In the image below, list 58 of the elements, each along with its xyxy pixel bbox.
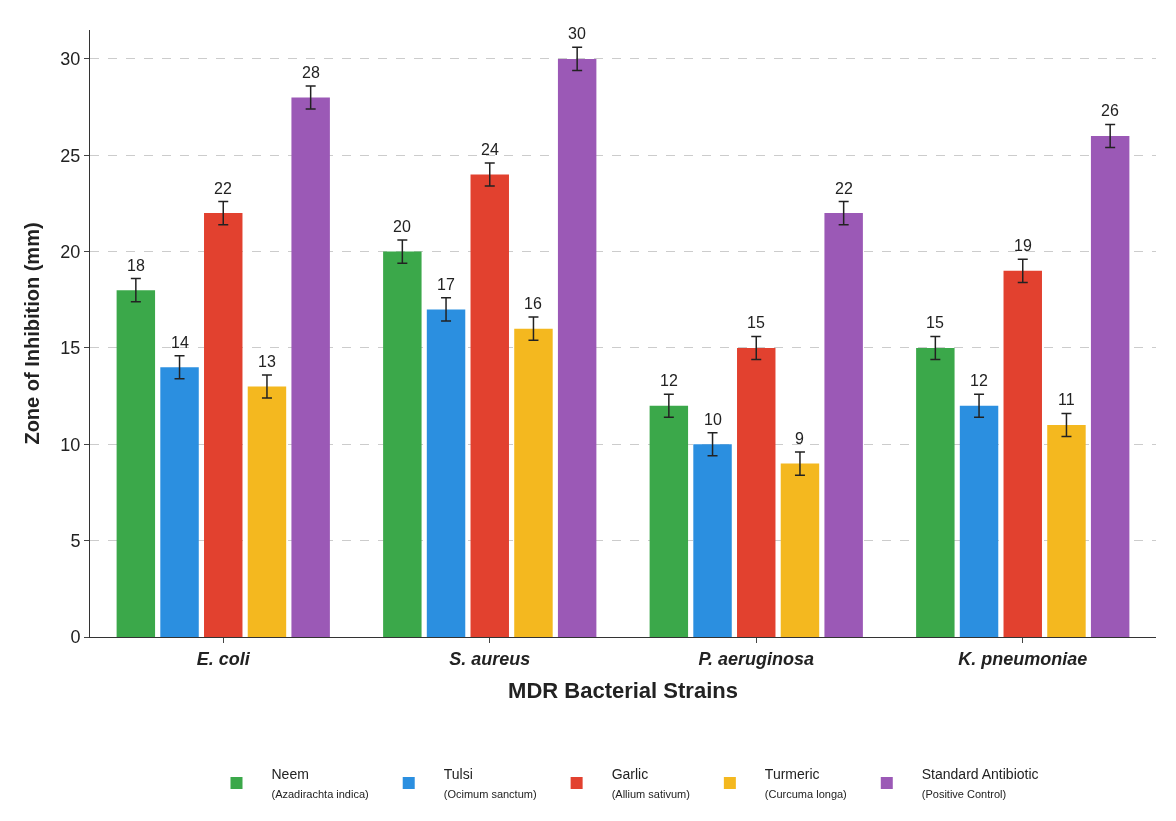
bar <box>959 405 999 637</box>
data-label: 15 <box>747 314 765 331</box>
x-tick-label: E. coli <box>196 648 251 669</box>
data-label: 22 <box>214 180 232 197</box>
bar <box>514 328 553 637</box>
data-label: 22 <box>835 180 853 197</box>
y-tick-label: 5 <box>70 530 81 551</box>
data-label: 30 <box>568 25 586 42</box>
legend-label: Garlic (Allium sativum) <box>611 766 690 800</box>
bar <box>1003 270 1042 637</box>
bar <box>780 463 820 637</box>
data-label: 14 <box>171 334 189 351</box>
data-label: 16 <box>524 295 542 312</box>
data-label: 28 <box>302 64 320 81</box>
bar <box>649 405 689 637</box>
y-tick-label: 25 <box>60 145 81 166</box>
bar <box>557 58 597 637</box>
y-tick-label: 0 <box>70 627 81 648</box>
y-tick-label: 15 <box>60 338 81 359</box>
legend-label: Standard Antibiotic (Positive Control) <box>921 766 1039 800</box>
data-label: 15 <box>926 314 944 331</box>
bar <box>737 347 776 637</box>
x-tick-label: K. pneumoniae <box>958 648 1088 669</box>
bar <box>916 347 955 637</box>
bar <box>383 251 422 637</box>
bar <box>693 444 732 637</box>
bar <box>291 97 330 637</box>
data-label: 18 <box>127 257 145 274</box>
bar <box>1047 425 1086 637</box>
bar <box>160 367 199 637</box>
legend-label: Neem (Azadirachta indica) <box>271 766 369 800</box>
data-label: 9 <box>795 430 804 447</box>
data-label: 12 <box>660 372 678 389</box>
legend-label: Tulsi (Ocimum sanctum) <box>443 766 537 800</box>
x-tick-label: P. aeruginosa <box>698 648 815 669</box>
legend-label: Turmeric (Curcuma longa) <box>764 766 847 800</box>
bar <box>1090 135 1130 637</box>
bar <box>426 309 466 637</box>
data-label: 12 <box>970 372 988 389</box>
bar <box>204 213 243 637</box>
x-tick-label: S. aureus <box>449 648 531 669</box>
data-label: 17 <box>437 276 455 293</box>
data-label: 24 <box>481 141 499 158</box>
y-tick-label: 20 <box>60 241 81 262</box>
data-label: 13 <box>258 353 276 370</box>
data-label: 26 <box>1101 102 1119 119</box>
y-tick-label: 30 <box>60 49 81 70</box>
bar <box>247 386 287 637</box>
data-label: 10 <box>704 411 722 428</box>
bar <box>824 213 863 637</box>
y-tick-label: 10 <box>60 434 81 455</box>
y-axis-title: Zone of Inhibition (mm) <box>20 222 43 445</box>
data-label: 20 <box>393 218 411 235</box>
data-label: 19 <box>1014 237 1032 254</box>
bar <box>470 174 509 637</box>
bar <box>116 290 156 637</box>
data-label: 11 <box>1058 391 1075 408</box>
x-axis-title: MDR Bacterial Strains <box>508 678 738 704</box>
